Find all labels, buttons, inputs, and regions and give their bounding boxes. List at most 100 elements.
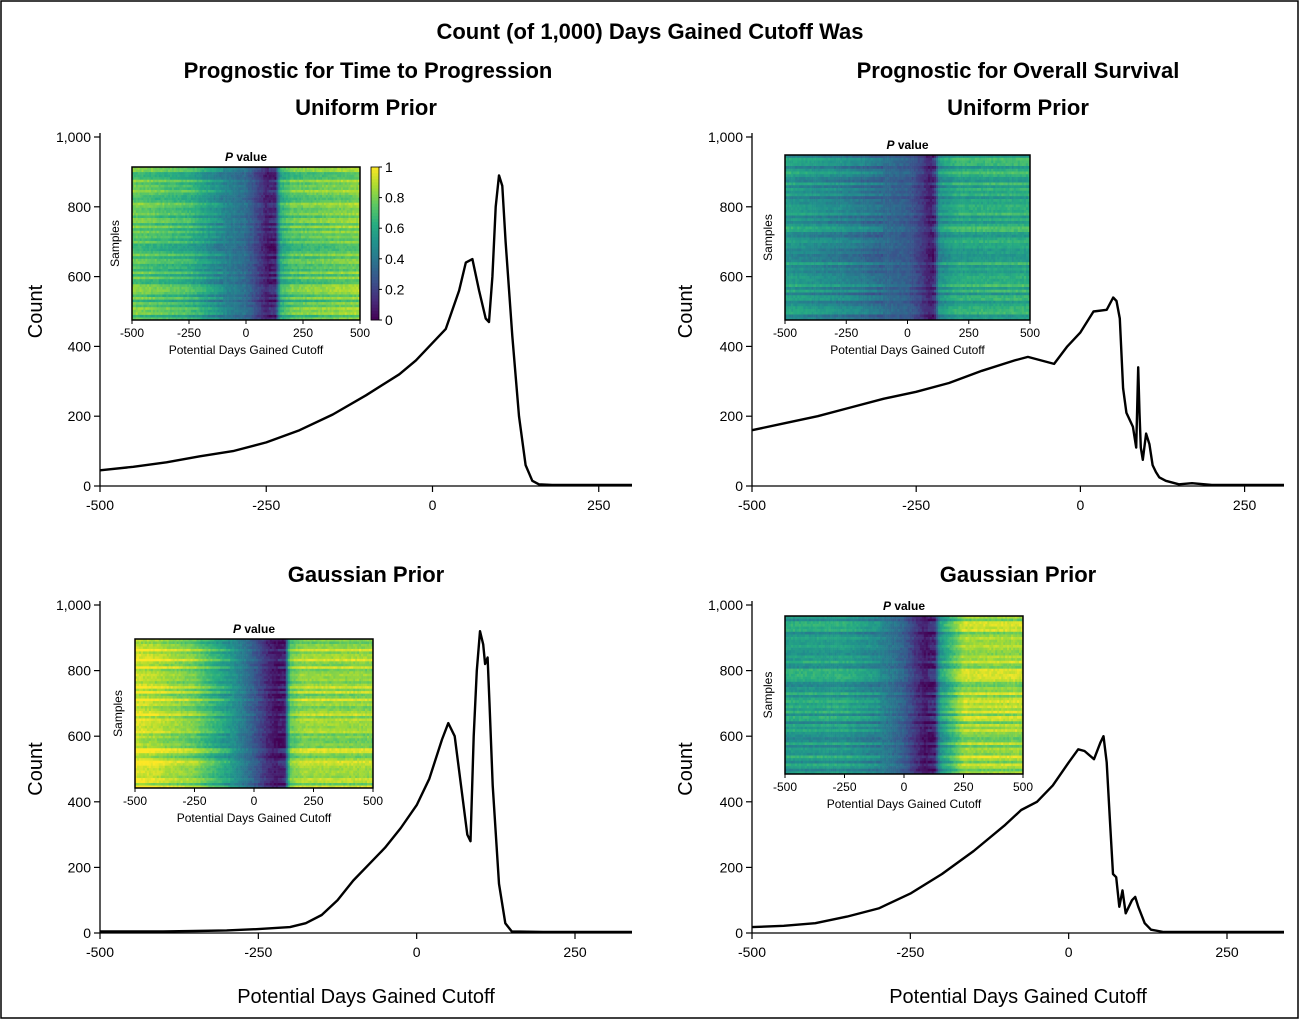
heatmap-cell <box>325 235 328 239</box>
heatmap-cell <box>213 266 216 270</box>
heatmap-cell <box>215 215 218 219</box>
heatmap-cell <box>183 215 186 219</box>
heatmap-cell <box>306 189 309 193</box>
heatmap-cell <box>333 197 336 201</box>
heatmap-cell <box>196 189 199 193</box>
heatmap-cell <box>255 256 258 260</box>
heatmap-cell <box>350 230 353 234</box>
heatmap-cell <box>335 192 338 196</box>
heatmap-cell <box>147 218 150 221</box>
heatmap-cell <box>299 256 302 260</box>
heatmap-cell <box>356 248 359 252</box>
heatmap-cell <box>213 184 216 188</box>
heatmap-cell <box>190 243 194 247</box>
heatmap-cell <box>185 238 188 242</box>
heatmap-cell <box>259 200 262 203</box>
heatmap-cell <box>354 251 357 254</box>
heatmap-cell <box>217 225 220 229</box>
heatmap-cell <box>263 189 266 193</box>
heatmap-cell <box>185 215 188 219</box>
heatmap-cell <box>240 233 243 237</box>
heatmap-cell <box>268 182 271 186</box>
heatmap-cell <box>329 212 332 216</box>
heatmap-cell <box>238 266 241 270</box>
heatmap-cell <box>335 169 338 173</box>
heatmap-cell <box>168 215 171 219</box>
heatmap-cell <box>164 200 167 203</box>
heatmap-cell <box>133 251 137 254</box>
heatmap-cell <box>266 167 270 170</box>
heatmap-cell <box>147 271 150 275</box>
heatmap-cell <box>173 169 176 173</box>
heatmap-cell <box>244 189 247 193</box>
heatmap-cell <box>356 210 359 214</box>
heatmap-cell <box>244 210 247 214</box>
heatmap-cell <box>166 182 169 186</box>
heatmap-cell <box>230 228 233 232</box>
heatmap-cell <box>202 238 205 242</box>
heatmap-cell <box>190 223 194 226</box>
heatmap-cell <box>274 256 277 260</box>
heatmap-cell <box>312 263 315 267</box>
heatmap-cell <box>139 179 142 183</box>
heatmap-cell <box>223 269 226 272</box>
heatmap-cell <box>301 220 304 224</box>
heatmap-cell <box>293 253 296 257</box>
heatmap-cell <box>291 189 294 193</box>
heatmap-cell <box>234 192 237 196</box>
heatmap-cell <box>194 266 197 270</box>
heatmap-cell <box>337 184 340 188</box>
heatmap-cell <box>156 167 159 170</box>
heatmap-cell <box>268 179 271 183</box>
heatmap-cell <box>209 248 213 252</box>
heatmap-cell <box>284 235 287 239</box>
heatmap-cell <box>168 235 171 239</box>
heatmap-cell <box>158 202 161 206</box>
heatmap-cell <box>173 215 176 219</box>
heatmap-cell <box>282 187 285 191</box>
heatmap-cell <box>253 230 256 234</box>
heatmap-cell <box>187 261 190 265</box>
heatmap-cell <box>266 266 270 270</box>
heatmap-cell <box>299 238 302 242</box>
heatmap-cell <box>162 223 165 226</box>
heatmap-cell <box>149 197 152 201</box>
heatmap-cell <box>335 179 338 183</box>
heatmap-cell <box>170 182 173 186</box>
heatmap-cell <box>196 263 199 267</box>
heatmap-cell <box>268 238 271 242</box>
heatmap-cell <box>162 195 165 198</box>
heatmap-cell <box>278 182 281 186</box>
heatmap-cell <box>304 177 308 181</box>
heatmap-cell <box>232 230 235 234</box>
heatmap-cell <box>314 177 317 181</box>
heatmap-cell <box>335 228 338 232</box>
heatmap-cell <box>322 243 325 247</box>
heatmap-cell <box>147 261 150 265</box>
heatmap-cell <box>213 256 216 260</box>
heatmap-cell <box>337 266 340 270</box>
heatmap-cell <box>322 220 325 224</box>
heatmap-cell <box>257 248 260 252</box>
heatmap-cell <box>158 238 161 242</box>
heatmap-cell <box>316 238 319 242</box>
heatmap-cell <box>204 189 207 193</box>
heatmap-cell <box>183 230 186 234</box>
heatmap-cell <box>346 218 349 221</box>
heatmap-cell <box>183 233 186 237</box>
heatmap-cell <box>312 218 315 221</box>
heatmap-cell <box>156 187 159 191</box>
heatmap-cell <box>287 169 290 173</box>
heatmap-cell <box>335 220 338 224</box>
heatmap-cell <box>200 197 203 201</box>
heatmap-cell <box>141 223 144 226</box>
heatmap-cell <box>221 167 224 170</box>
heatmap-cell <box>139 235 142 239</box>
heatmap-cell <box>200 177 203 181</box>
heatmap-cell <box>175 258 178 262</box>
heatmap-cell <box>293 179 296 183</box>
heatmap-cell <box>147 248 150 252</box>
heatmap-cell <box>261 233 264 237</box>
heatmap-cell <box>133 212 137 216</box>
heatmap-cell <box>187 235 190 239</box>
